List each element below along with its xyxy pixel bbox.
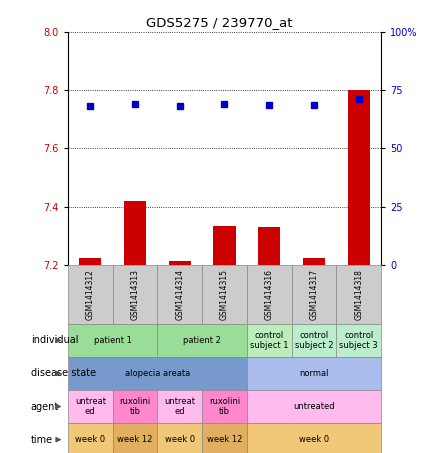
Text: GSM1414317: GSM1414317: [310, 269, 318, 320]
Text: GSM1414316: GSM1414316: [265, 269, 274, 320]
Text: patient 1: patient 1: [94, 336, 131, 345]
Bar: [169, 260, 191, 265]
Text: alopecia areata: alopecia areata: [125, 369, 190, 378]
Text: agent: agent: [31, 401, 59, 412]
Bar: [213, 226, 236, 265]
Text: normal: normal: [299, 369, 328, 378]
Bar: [347, 90, 370, 265]
Text: GSM1414315: GSM1414315: [220, 269, 229, 320]
Text: patient 2: patient 2: [183, 336, 221, 345]
Bar: [303, 258, 325, 265]
Text: GSM1414313: GSM1414313: [131, 269, 139, 320]
Text: week 0: week 0: [299, 435, 329, 444]
Text: control
subject 3: control subject 3: [339, 331, 378, 350]
Text: individual: individual: [31, 335, 78, 346]
Text: GSM1414318: GSM1414318: [354, 269, 363, 320]
Text: GDS5275 / 239770_at: GDS5275 / 239770_at: [146, 16, 292, 29]
Text: disease state: disease state: [31, 368, 96, 379]
Bar: [258, 227, 280, 265]
Text: week 12: week 12: [117, 435, 153, 444]
Text: control
subject 2: control subject 2: [295, 331, 333, 350]
Bar: [124, 201, 146, 265]
Text: GSM1414312: GSM1414312: [86, 269, 95, 320]
Text: ruxolini
tib: ruxolini tib: [209, 397, 240, 416]
Text: time: time: [31, 434, 53, 445]
Text: week 0: week 0: [75, 435, 105, 444]
Text: untreated: untreated: [293, 402, 335, 411]
Text: week 12: week 12: [207, 435, 242, 444]
Text: ruxolini
tib: ruxolini tib: [120, 397, 151, 416]
Text: week 0: week 0: [165, 435, 195, 444]
Text: untreat
ed: untreat ed: [164, 397, 195, 416]
Text: control
subject 1: control subject 1: [250, 331, 289, 350]
Bar: [79, 258, 102, 265]
Text: untreat
ed: untreat ed: [75, 397, 106, 416]
Text: GSM1414314: GSM1414314: [175, 269, 184, 320]
